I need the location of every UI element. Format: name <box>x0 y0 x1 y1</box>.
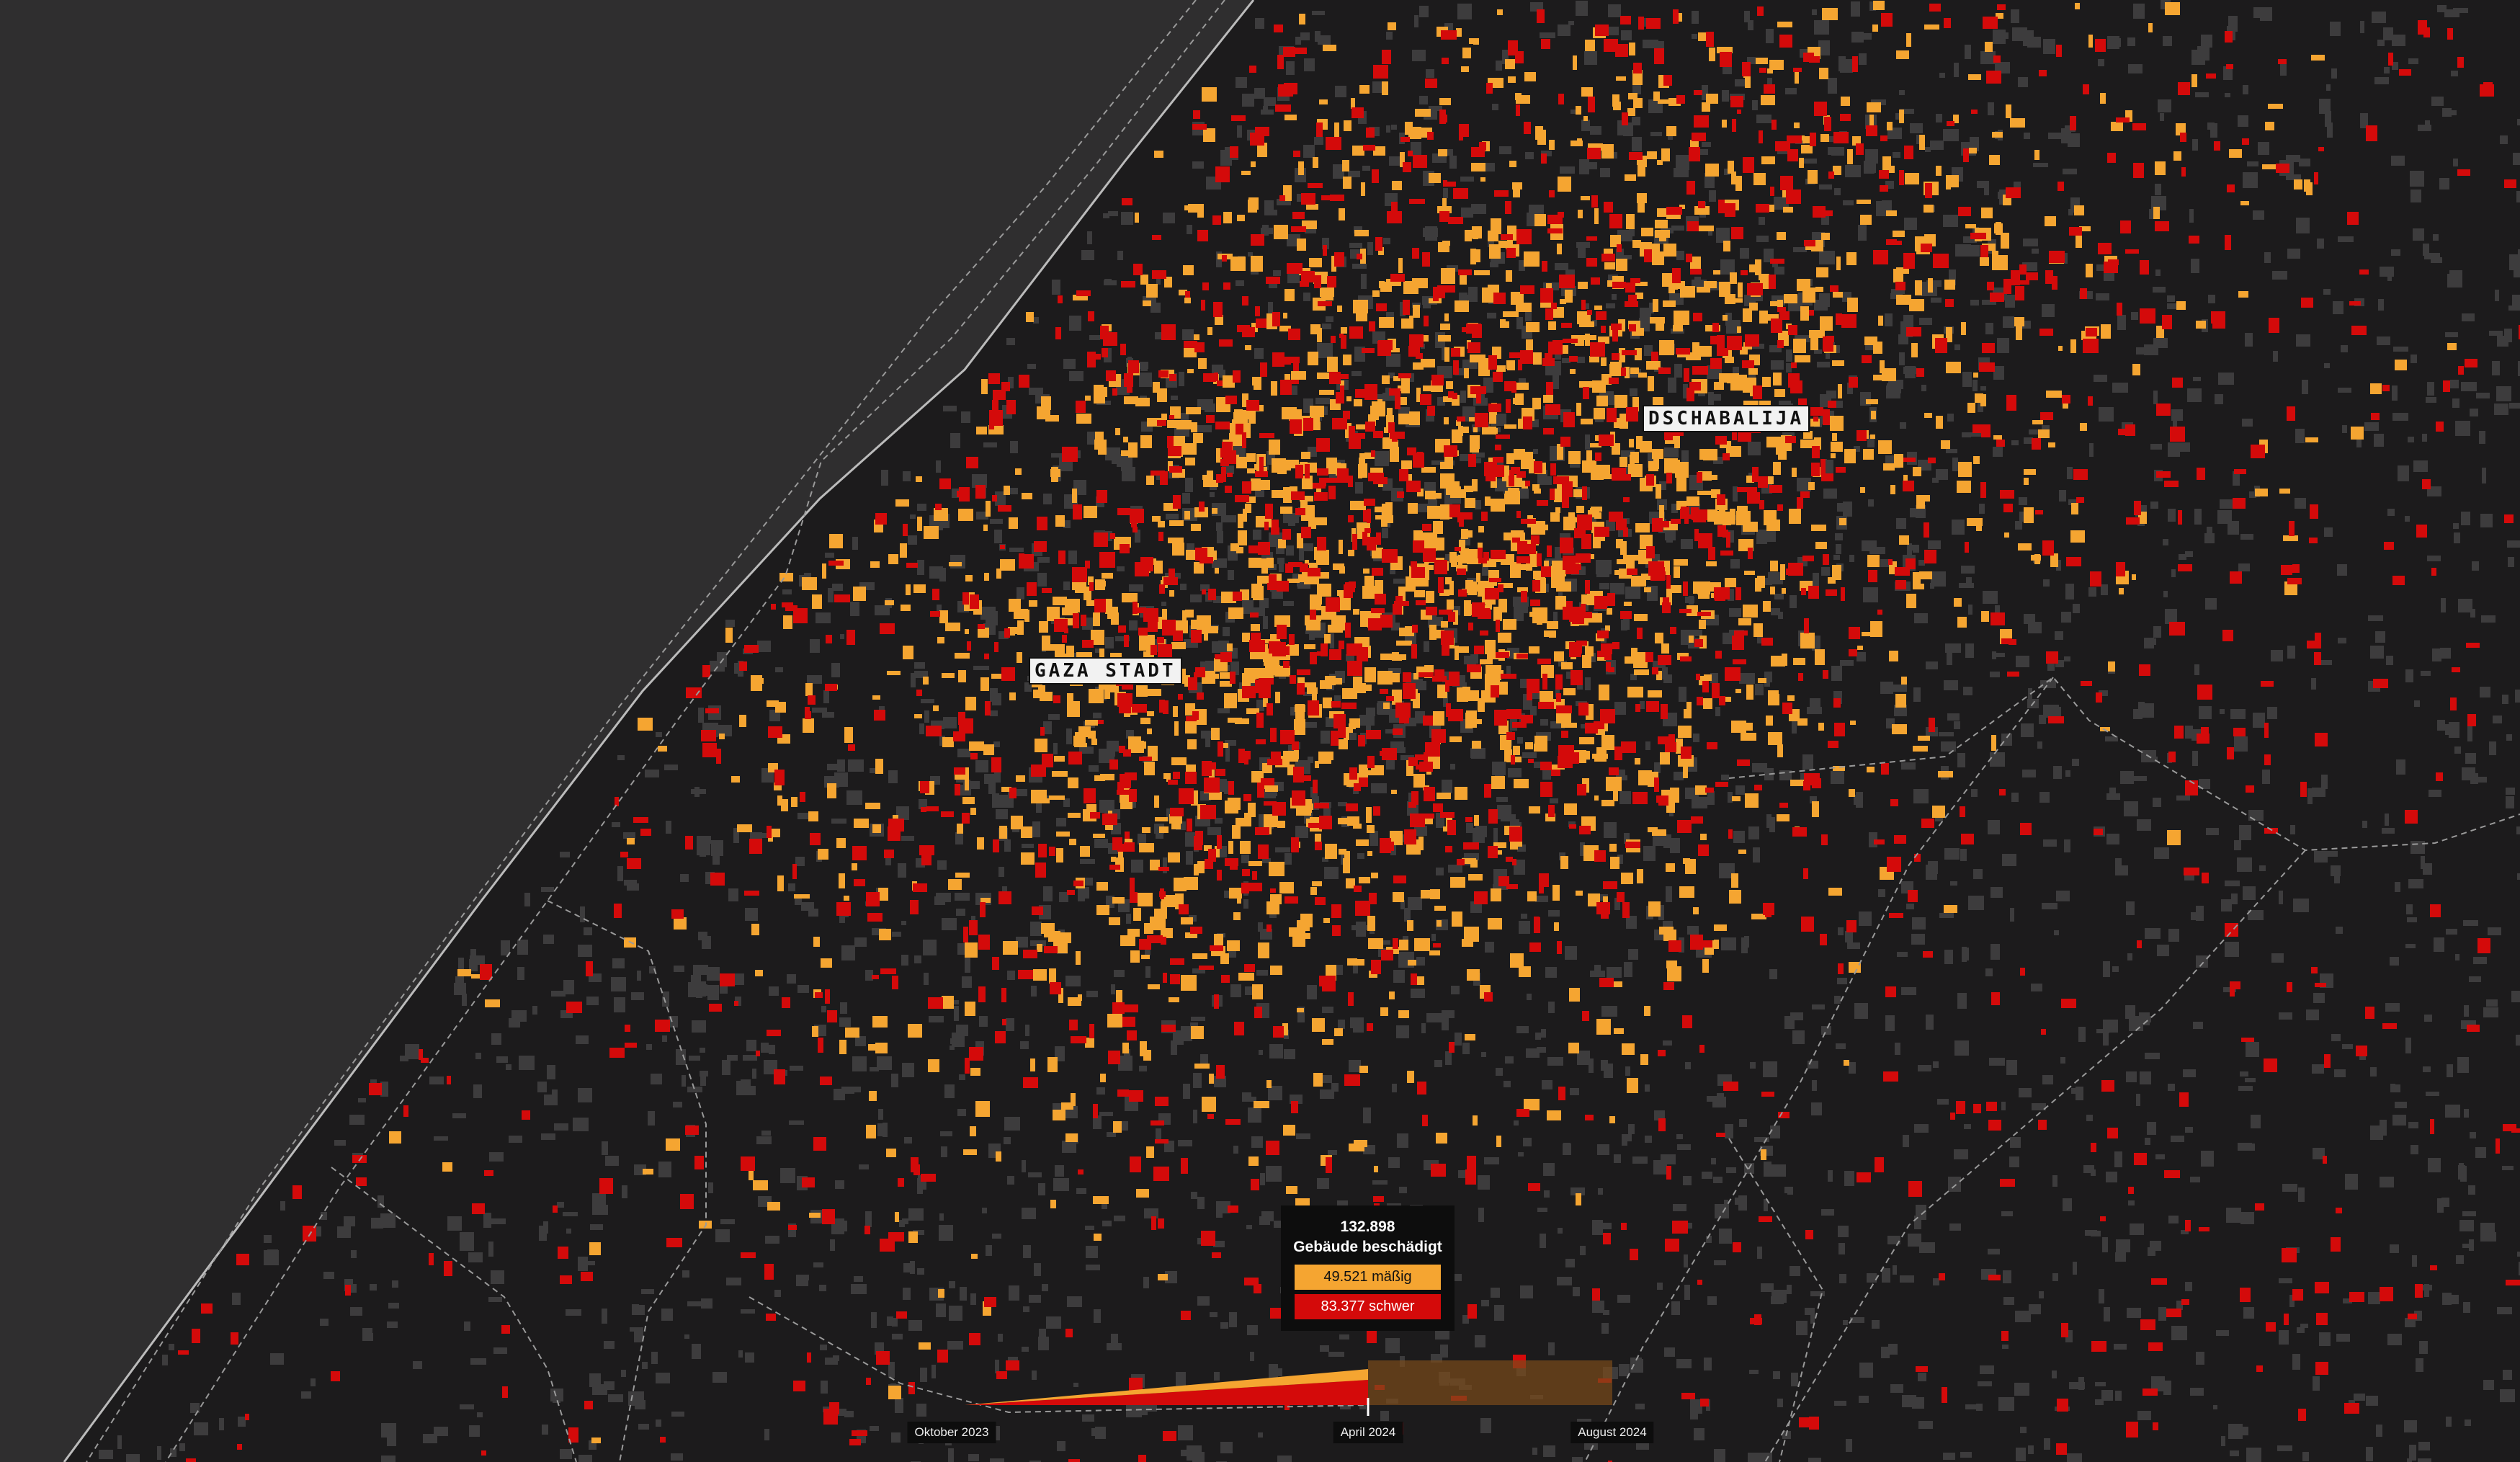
boundaries <box>86 0 2520 1462</box>
boundary <box>1584 677 2054 1462</box>
timeline-label[interactable]: August 2024 <box>1570 1422 1654 1443</box>
sea <box>0 0 1254 1462</box>
timeline-label[interactable]: Oktober 2023 <box>907 1422 996 1443</box>
place-label: GAZA STADT <box>1029 657 1182 685</box>
boundary <box>547 900 707 1462</box>
tooltip-total: 132.898 <box>1340 1218 1395 1235</box>
boundary <box>1728 1138 1824 1462</box>
damage-blocks <box>99 0 2520 1462</box>
building-blocks <box>389 1 2457 1443</box>
tooltip-title: Gebäude beschädigt <box>1293 1239 1442 1255</box>
tooltip: 132.898 Gebäude beschädigt 49.521 mäßig … <box>1281 1205 1455 1331</box>
coastline <box>63 0 1255 1462</box>
timeline-moderate <box>965 1369 1368 1405</box>
tooltip-severe: 83.377 schwer <box>1295 1294 1441 1319</box>
boundary <box>1728 676 2520 852</box>
timeline-label[interactable]: April 2024 <box>1333 1422 1403 1443</box>
building-blocks <box>178 4 2520 1462</box>
timeline-future <box>1368 1360 1612 1405</box>
boundary <box>749 1296 1370 1414</box>
place-label: DSCHABALIJA <box>1643 405 1810 432</box>
boundary <box>331 1167 577 1462</box>
boundary <box>165 0 1225 1462</box>
tooltip-moderate: 49.521 mäßig <box>1295 1265 1441 1290</box>
timeline <box>965 1360 1612 1416</box>
